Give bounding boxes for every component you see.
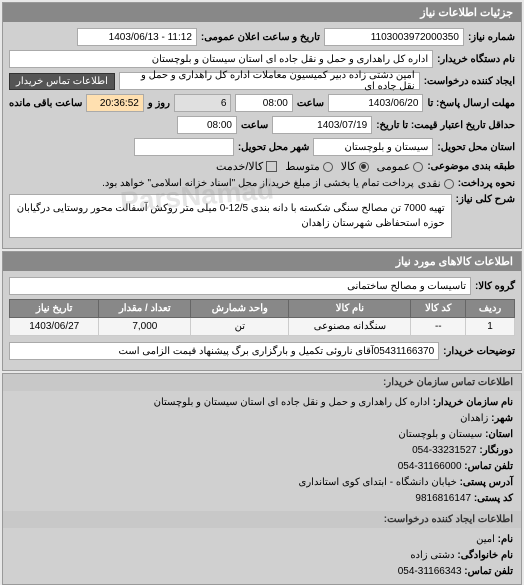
col-unit: واحد شمارش xyxy=(191,300,289,318)
delivery-province-field: سیستان و بلوچستان xyxy=(313,138,433,156)
priority-radio-group: عمومی کالا متوسط کالا/خدمت xyxy=(216,160,423,173)
name-value: امین xyxy=(476,534,495,545)
validity-time-field: 08:00 xyxy=(177,116,237,134)
delivery-city-field xyxy=(134,138,234,156)
request-number-label: شماره نیاز: xyxy=(468,32,515,43)
goods-group-label: گروه کالا: xyxy=(475,281,515,292)
org-label: نام سازمان خریدار: xyxy=(433,397,513,408)
contact-section-title: اطلاعات تماس سازمان خریدار: xyxy=(3,374,521,391)
fax-label: دورنگار: xyxy=(479,445,513,456)
name-label: نام: xyxy=(498,534,513,545)
creator-section-title: اطلاعات ایجاد کننده درخواست: xyxy=(3,511,521,528)
table-row[interactable]: 1 -- سنگدانه مصنوعی تن 7,000 1403/06/27 xyxy=(10,318,515,336)
priority-urgent-option[interactable]: عمومی xyxy=(377,160,424,173)
cell-qty: 7,000 xyxy=(99,318,191,336)
payment-note: پرداخت تمام یا بخشی از مبلغ خرید،از محل … xyxy=(102,178,414,189)
request-number-field: 1103003972000350 xyxy=(324,28,464,46)
fax-value: 33231527-054 xyxy=(412,445,477,456)
city-label: شهر: xyxy=(491,413,513,424)
city-value: زاهدان xyxy=(460,413,488,424)
days-label: روز و xyxy=(148,98,170,109)
goods-table: ردیف کد کالا نام کالا واحد شمارش تعداد /… xyxy=(9,299,515,336)
validity-date-field: 1403/07/19 xyxy=(272,116,372,134)
days-remain-field: 6 xyxy=(174,94,231,112)
goods-group-field: تاسیسات و مصالح ساختمانی xyxy=(9,277,471,295)
desc-text: تهیه 7000 تن مصالح سنگی شکسته با دانه بن… xyxy=(9,194,452,238)
cell-code: -- xyxy=(411,318,466,336)
col-date: تاریخ نیاز xyxy=(10,300,99,318)
family-value: دشتی زاده xyxy=(410,550,454,561)
time-remain-label: ساعت باقی مانده xyxy=(9,98,82,109)
cell-row: 1 xyxy=(466,318,515,336)
priority-credit-option[interactable]: کالا/خدمت xyxy=(216,160,277,173)
time-label-2: ساعت xyxy=(241,120,268,131)
contact-panel: اطلاعات تماس سازمان خریدار: نام سازمان خ… xyxy=(2,373,522,585)
payment-cash-option[interactable]: نقدی xyxy=(418,177,454,190)
phone-label: تلفن تماس: xyxy=(464,461,513,472)
col-name: نام کالا xyxy=(289,300,411,318)
desc-label: شرح کلی نیاز: xyxy=(456,194,515,205)
priority-low-option[interactable]: متوسط xyxy=(285,160,333,173)
announce-date-field: 11:12 - 1403/06/13 xyxy=(77,28,197,46)
contact-phone-value: 31166343-054 xyxy=(398,566,462,577)
goods-panel: اطلاعات کالاهای مورد نیاز گروه کالا: تاس… xyxy=(2,251,522,371)
goods-section-title: اطلاعات کالاهای مورد نیاز xyxy=(3,252,521,271)
buyer-notes-field: 05431166370آقای ناروئی تکمیل و بارگزاری … xyxy=(9,342,439,360)
requester-label: ایجاد کننده درخواست: xyxy=(424,76,515,87)
delivery-city-label: شهر محل تحویل: xyxy=(238,142,310,153)
cell-date: 1403/06/27 xyxy=(10,318,99,336)
priority-urgent-label: عمومی xyxy=(377,160,411,173)
postal-label: کد پستی: xyxy=(474,493,513,504)
buyer-field: اداره کل راهداری و حمل و نقل جاده ای است… xyxy=(9,50,433,68)
priority-low-label: متوسط xyxy=(285,160,320,173)
col-code: کد کالا xyxy=(411,300,466,318)
requester-field: امین دشتی زاده دبیر کمیسیون معاملات ادار… xyxy=(119,72,420,90)
panel-title: جزئیات اطلاعات نیاز xyxy=(3,3,521,22)
priority-label: طبقه بندی موضوعی: xyxy=(427,161,515,172)
time-remain-field: 20:36:52 xyxy=(86,94,143,112)
time-label-1: ساعت xyxy=(297,98,324,109)
announce-date-label: تاریخ و ساعت اعلان عمومی: xyxy=(201,32,320,43)
deadline-label: مهلت ارسال پاسخ: تا xyxy=(427,98,515,109)
col-qty: تعداد / مقدار xyxy=(99,300,191,318)
main-panel: جزئیات اطلاعات نیاز شماره نیاز: 11030039… xyxy=(2,2,522,249)
priority-normal-option[interactable]: کالا xyxy=(341,160,369,173)
priority-credit-label: کالا/خدمت xyxy=(216,160,263,173)
deadline-date-field: 1403/06/20 xyxy=(328,94,423,112)
province-value: سیستان و بلوچستان xyxy=(398,429,482,440)
phone-value: 31166000-054 xyxy=(398,461,462,472)
payment-cash-label: نقدی xyxy=(418,177,441,190)
payment-label: نحوه پرداخت: xyxy=(458,178,515,189)
postal-value: 9816816147 xyxy=(415,493,471,504)
province-label: استان: xyxy=(485,429,513,440)
table-header-row: ردیف کد کالا نام کالا واحد شمارش تعداد /… xyxy=(10,300,515,318)
family-label: نام خانوادگی: xyxy=(457,550,513,561)
delivery-province-label: استان محل تحویل: xyxy=(437,142,515,153)
buyer-label: نام دستگاه خریدار: xyxy=(437,54,515,65)
contact-phone-label: تلفن تماس: xyxy=(464,566,513,577)
priority-normal-label: کالا xyxy=(341,160,356,173)
validity-label: حداقل تاریخ اعتبار قیمت: تا تاریخ: xyxy=(376,120,515,131)
address-value: خیابان دانشگاه - ابتدای کوی استانداری xyxy=(299,477,457,488)
deadline-time-field: 08:00 xyxy=(235,94,292,112)
org-value: اداره کل راهداری و حمل و نقل جاده ای است… xyxy=(154,397,430,408)
contact-info-button[interactable]: اطلاعات تماس خریدار xyxy=(9,73,115,90)
address-label: آدرس پستی: xyxy=(460,477,513,488)
cell-unit: تن xyxy=(191,318,289,336)
cell-name: سنگدانه مصنوعی xyxy=(289,318,411,336)
buyer-notes-label: توضیحات خریدار: xyxy=(443,346,515,357)
col-row: ردیف xyxy=(466,300,515,318)
